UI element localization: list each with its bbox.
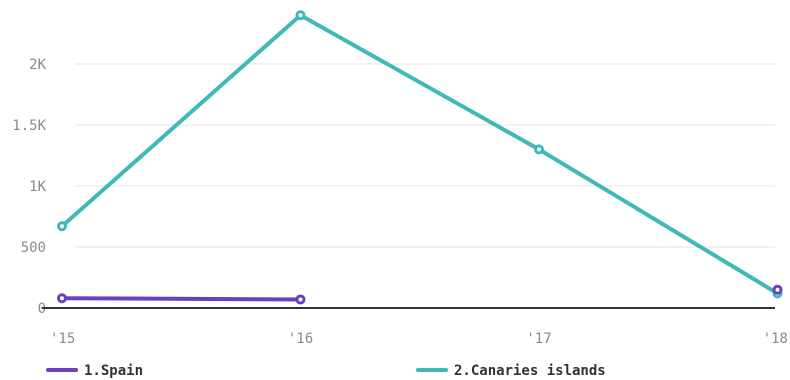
legend-item[interactable]: 1.Spain — [46, 363, 143, 379]
series-2 — [57, 10, 783, 299]
data-point[interactable] — [57, 221, 67, 232]
series-line — [62, 290, 778, 300]
y-tick-label: 1K — [29, 179, 46, 195]
y-tick-label: 2K — [29, 57, 46, 73]
data-point[interactable] — [57, 293, 67, 304]
x-tick-label: '16 — [288, 331, 313, 347]
series-line — [60, 13, 780, 296]
data-point[interactable] — [295, 294, 306, 305]
x-tick-label: '17 — [526, 331, 551, 347]
grid-lines — [75, 63, 775, 248]
legend-item[interactable]: 2.Canaries islands — [416, 363, 606, 379]
legend: 1.Spain 2.Canaries islands — [46, 363, 606, 379]
data-point[interactable] — [772, 284, 783, 295]
y-tick-label: 0 — [38, 301, 46, 317]
y-tick-label: 500 — [21, 240, 46, 256]
series-1 — [57, 284, 783, 305]
series-lines — [57, 10, 783, 305]
data-point[interactable] — [295, 10, 306, 21]
x-tick-label: '15 — [50, 331, 75, 347]
x-tick-label: '18 — [763, 331, 788, 347]
legend-label: 2.Canaries islands — [454, 363, 606, 379]
y-tick-label: 1.5K — [12, 118, 46, 134]
data-point[interactable] — [534, 144, 544, 155]
legend-label: 1.Spain — [84, 363, 143, 379]
x-axis-ticks: '15 '16 '17 '18 — [50, 331, 788, 347]
y-axis-ticks: 0 500 1K 1.5K 2K — [12, 57, 46, 317]
